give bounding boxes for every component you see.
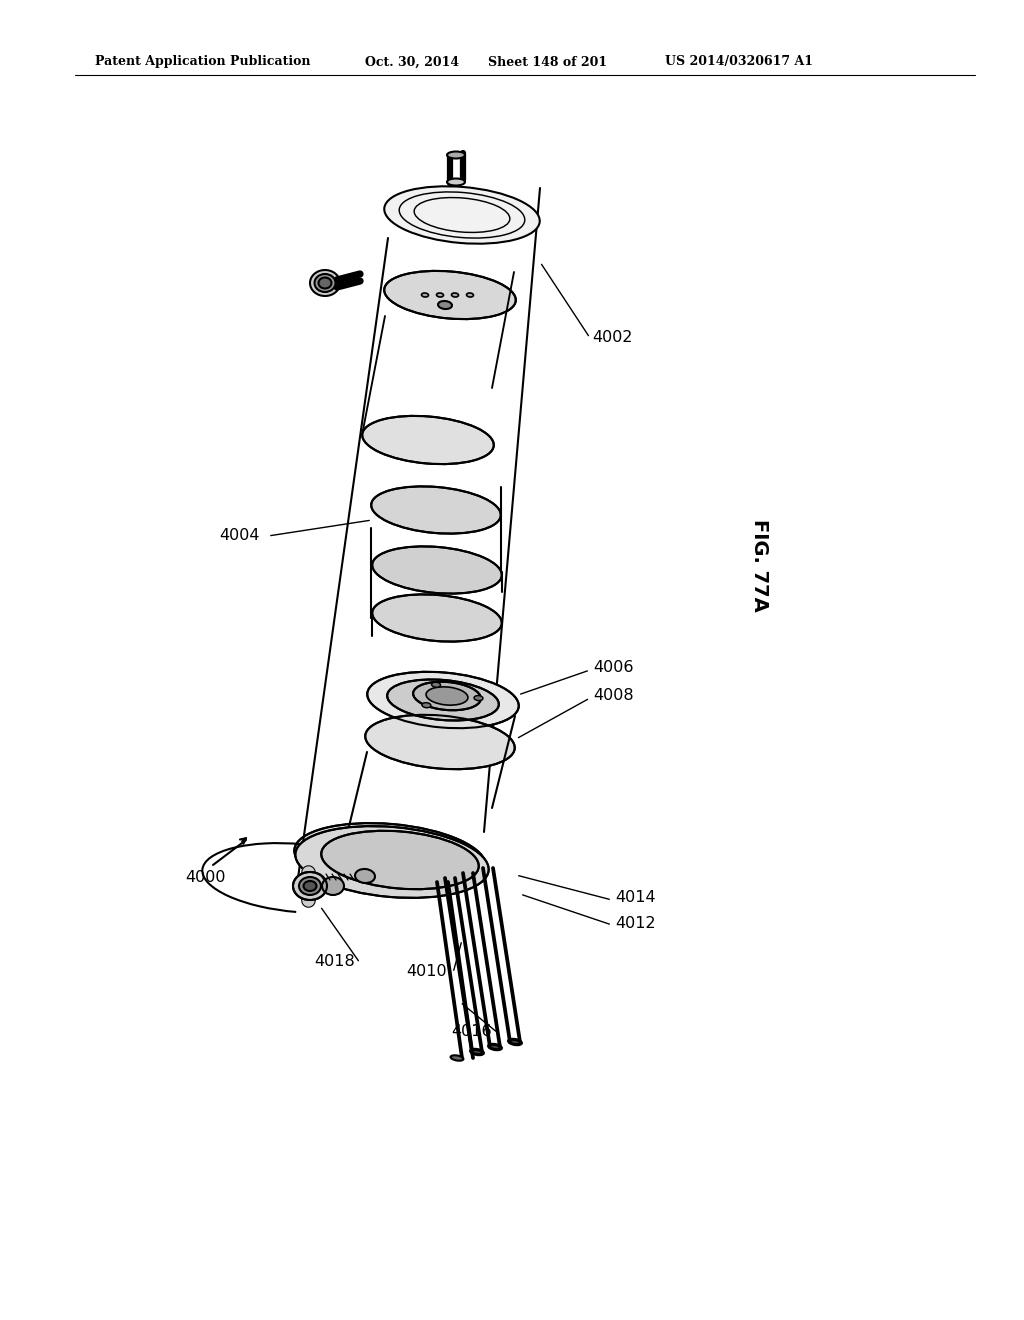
Ellipse shape (384, 271, 516, 319)
Text: Patent Application Publication: Patent Application Publication (95, 55, 310, 69)
Ellipse shape (355, 869, 375, 883)
Text: 4008: 4008 (593, 688, 634, 702)
Ellipse shape (318, 277, 332, 289)
Text: 4002: 4002 (592, 330, 633, 345)
Ellipse shape (387, 680, 499, 721)
Ellipse shape (426, 686, 468, 705)
Ellipse shape (368, 672, 519, 729)
Ellipse shape (488, 1044, 502, 1051)
Text: Oct. 30, 2014: Oct. 30, 2014 (365, 55, 459, 69)
Ellipse shape (299, 876, 321, 895)
Ellipse shape (384, 186, 540, 244)
Ellipse shape (510, 1040, 520, 1044)
Text: 4006: 4006 (593, 660, 634, 676)
Ellipse shape (293, 873, 327, 900)
Text: 4010: 4010 (407, 965, 447, 979)
Ellipse shape (490, 1045, 500, 1049)
Ellipse shape (472, 1049, 482, 1055)
Text: 4000: 4000 (185, 870, 225, 886)
Ellipse shape (447, 178, 465, 186)
Ellipse shape (422, 293, 428, 297)
Ellipse shape (431, 682, 440, 688)
Text: 4004: 4004 (219, 528, 260, 543)
Text: 4014: 4014 (615, 891, 655, 906)
Text: 4016: 4016 (452, 1024, 492, 1040)
Ellipse shape (447, 152, 465, 158)
Ellipse shape (467, 293, 473, 297)
Ellipse shape (362, 416, 494, 465)
Ellipse shape (310, 271, 340, 296)
Ellipse shape (372, 594, 502, 642)
Ellipse shape (295, 826, 488, 898)
Ellipse shape (314, 275, 336, 292)
Text: 4012: 4012 (615, 916, 655, 931)
Ellipse shape (413, 681, 481, 710)
Ellipse shape (322, 876, 344, 895)
Ellipse shape (508, 1039, 522, 1045)
Ellipse shape (366, 715, 515, 770)
Text: Sheet 148 of 201: Sheet 148 of 201 (488, 55, 607, 69)
Ellipse shape (372, 486, 501, 533)
Ellipse shape (470, 1049, 484, 1055)
Ellipse shape (438, 301, 452, 309)
Ellipse shape (294, 824, 485, 892)
Ellipse shape (422, 702, 431, 708)
Text: US 2014/0320617 A1: US 2014/0320617 A1 (665, 55, 813, 69)
Ellipse shape (436, 293, 443, 297)
Ellipse shape (452, 293, 459, 297)
Ellipse shape (322, 830, 479, 890)
Ellipse shape (474, 696, 483, 701)
Text: 4018: 4018 (314, 954, 355, 969)
Ellipse shape (303, 880, 316, 891)
Ellipse shape (372, 546, 502, 594)
Text: FIG. 77A: FIG. 77A (751, 519, 769, 611)
Ellipse shape (451, 1055, 464, 1061)
